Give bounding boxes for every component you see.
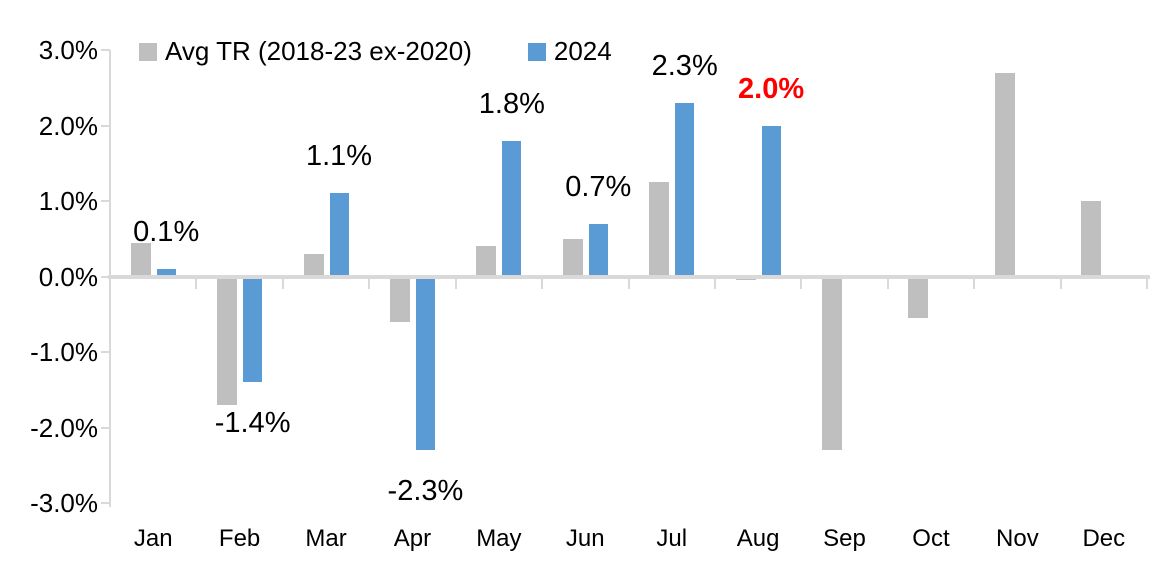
x-tick-mark [627,278,630,289]
legend-label-avg-tr: Avg TR (2018-23 ex-2020) [165,36,472,66]
x-tick-label-jan: Jan [133,525,173,552]
data-label-2024-apr: -2.3% [387,475,464,508]
x-tick-mark [281,278,284,289]
x-tick-label-apr: Apr [393,525,432,552]
x-tick-label-aug: Aug [736,525,780,552]
x-tick-mark [1146,278,1148,289]
legend-entry-avg-tr: Avg TR (2018-23 ex-2020) [139,36,472,67]
legend-entry-2024: 2024 [527,36,612,67]
bar-avg-tr-feb [217,276,238,405]
x-tick-label-nov: Nov [996,525,1039,552]
x-tick-mark [109,278,111,289]
y-tick-mark [101,351,110,353]
x-tick-mark [368,278,371,289]
bar-avg-tr-oct [908,276,929,319]
bar-avg-tr-dec [1081,201,1102,277]
bar-2024-jan [156,268,176,277]
legend-swatch-avg-tr-icon [139,42,157,61]
data-label-2024-jun: 0.7% [565,170,632,203]
y-tick-mark [101,502,110,504]
data-label-2024-jan: 0.1% [133,215,200,248]
x-tick-label-jul: Jul [656,525,688,552]
x-tick-label-dec: Dec [1082,525,1126,552]
x-tick-label-mar: Mar [305,525,347,552]
y-tick-mark [101,275,110,278]
y-tick-label--2.0%: -2.0% [30,412,98,443]
bar-2024-feb [243,276,263,383]
bar-avg-tr-jun [562,238,583,277]
y-tick-label--3.0%: -3.0% [30,488,98,518]
data-label-2024-jul: 2.3% [651,49,718,82]
x-tick-mark [1059,278,1062,289]
data-label-2024-may: 1.8% [478,87,545,120]
y-tick-label-0.0%: 0.0% [38,261,98,292]
bar-avg-tr-nov [994,72,1015,277]
data-label-2024-feb: -1.4% [214,407,291,440]
x-tick-mark [973,278,976,289]
bar-avg-tr-jul [649,182,670,277]
x-tick-label-may: May [476,525,522,552]
bar-avg-tr-sep [822,276,843,451]
y-tick-mark [101,124,110,127]
legend-label-2024: 2024 [553,36,612,66]
bar-2024-jun [588,223,608,277]
y-tick-label-3.0%: 3.0% [38,35,98,65]
y-tick-label-1.0%: 1.0% [38,186,98,216]
x-tick-mark [195,278,198,289]
y-tick-mark [101,426,110,429]
bar-2024-may [502,140,522,277]
bar-avg-tr-jan [130,242,151,277]
y-tick-label--1.0%: -1.0% [30,337,98,367]
x-axis-zero-line [108,274,1150,279]
x-tick-mark [800,278,803,289]
x-tick-mark [713,278,716,289]
bar-avg-tr-may [476,246,497,277]
y-tick-mark [101,200,110,202]
bar-avg-tr-mar [303,253,324,277]
data-label-2024-mar: 1.1% [305,140,373,173]
bar-avg-tr-apr [389,276,410,322]
x-tick-label-sep: Sep [823,525,866,552]
x-tick-mark [454,278,457,289]
bar-2024-jul [675,102,695,277]
x-tick-label-feb: Feb [218,525,261,552]
legend-swatch-2024-icon [527,42,546,61]
bar-2024-aug [761,125,781,277]
x-tick-label-jun: Jun [565,525,605,552]
x-tick-mark [886,278,889,289]
data-label-2024-aug: 2.0% [738,72,805,105]
y-tick-mark [101,49,110,51]
x-tick-label-oct: Oct [912,525,950,552]
bar-2024-apr [415,276,435,451]
y-tick-label-2.0%: 2.0% [38,110,98,141]
x-tick-mark [541,278,544,289]
legend: Avg TR (2018-23 ex-2020) 2024 [139,36,612,67]
bar-2024-mar [329,193,349,277]
